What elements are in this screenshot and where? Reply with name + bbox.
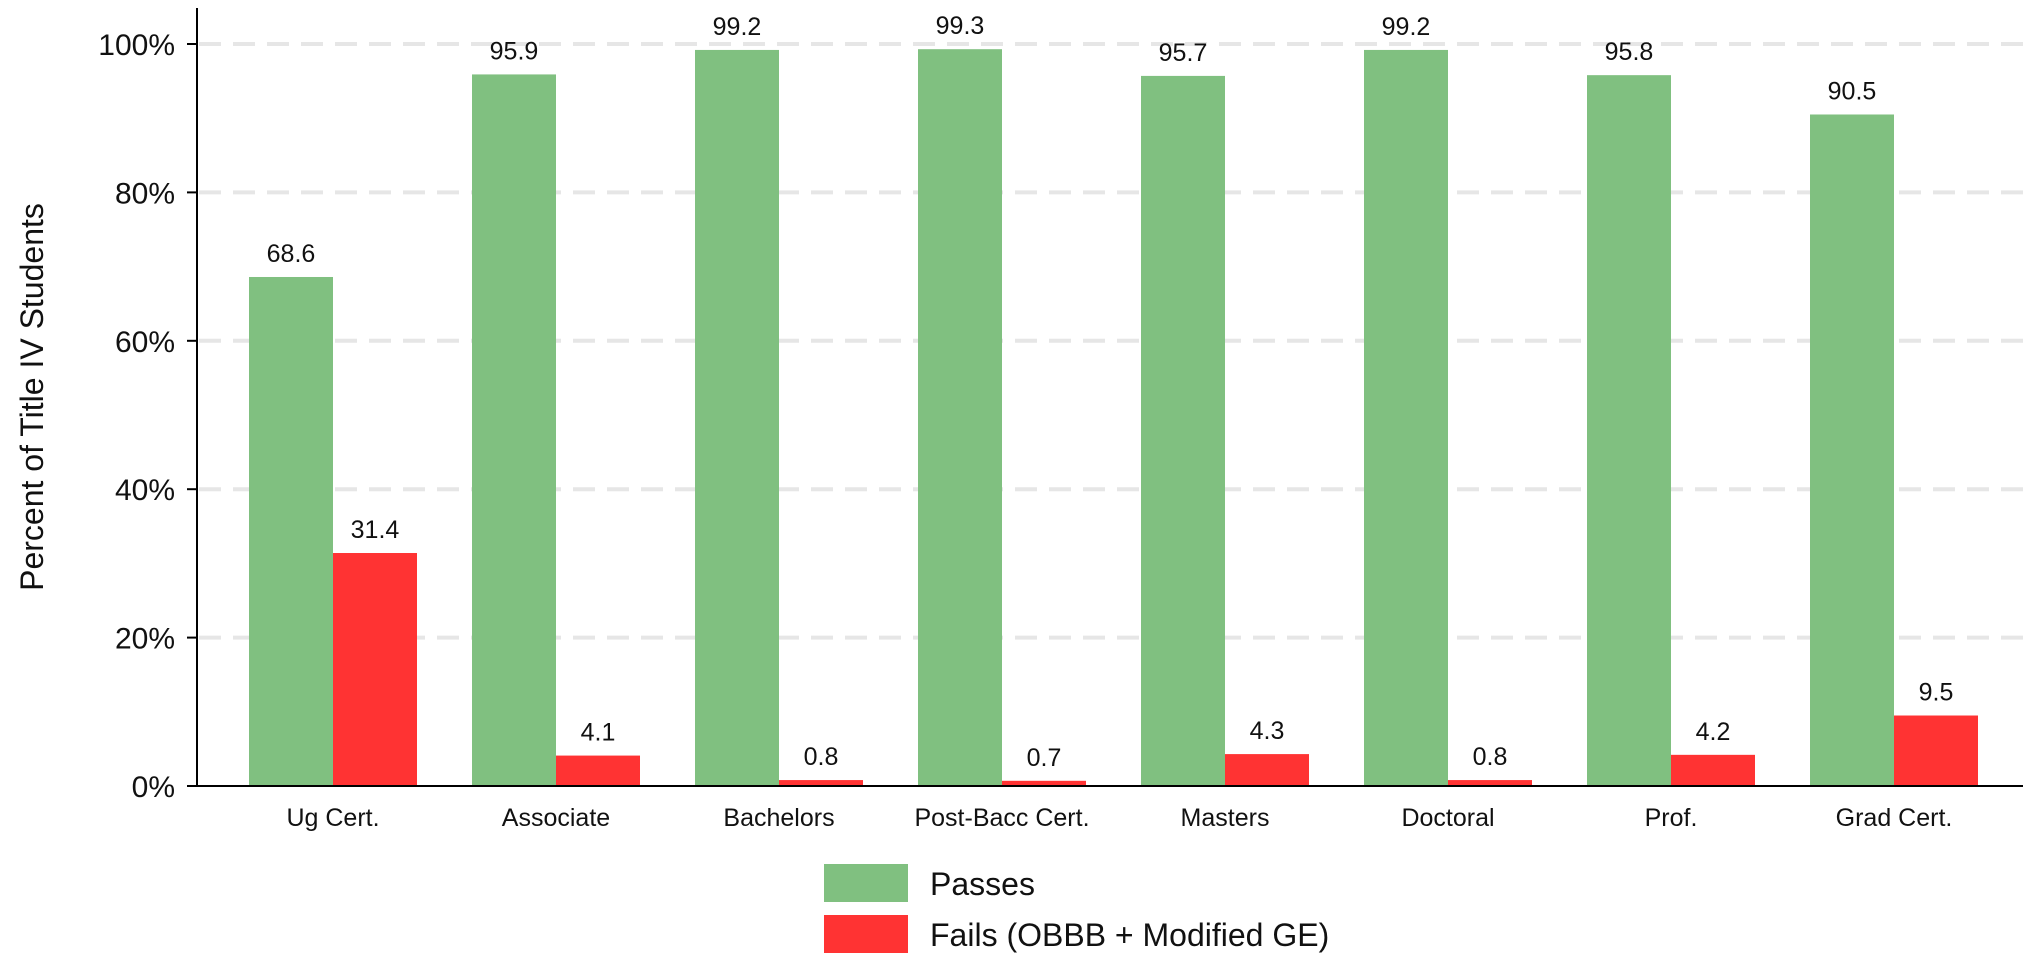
fail-value-label: 0.8	[1473, 743, 1508, 771]
y-axis-title: Percent of Title IV Students	[14, 203, 50, 591]
pass-value-label: 95.9	[490, 37, 539, 65]
y-tick-label: 0%	[132, 771, 175, 804]
pass-bar	[1587, 75, 1671, 786]
fail-value-label: 31.4	[351, 516, 400, 544]
fail-bar	[333, 553, 417, 786]
fail-value-label: 4.1	[581, 719, 616, 747]
bars	[249, 49, 1978, 787]
axes	[196, 8, 2023, 787]
pass-bar	[472, 74, 556, 786]
fail-value-label: 0.7	[1027, 744, 1062, 772]
pass-bar	[1364, 49, 1448, 787]
legend-label-passes: Passes	[930, 866, 1035, 902]
x-tick-label: Ug Cert.	[286, 804, 379, 832]
x-tick-label: Post-Bacc Cert.	[914, 804, 1089, 832]
fail-value-label: 4.2	[1696, 718, 1731, 746]
fail-bar	[1671, 754, 1755, 786]
legend-swatch-passes	[824, 864, 908, 902]
x-tick-label: Grad Cert.	[1836, 804, 1953, 832]
pass-value-label: 99.3	[936, 12, 985, 40]
fail-bar	[1002, 780, 1086, 786]
x-tick-labels: Ug Cert. Associate Bachelors Post-Bacc Cert…	[286, 804, 1952, 832]
legend-label-fails: Fails (OBBB + Modified GE)	[930, 917, 1329, 953]
fail-bar	[556, 755, 640, 786]
data-labels: 68.6 31.4 95.9 4.1 99.2 0.8 99.3 0.7 95.7 4.3 99.2…	[267, 12, 1954, 772]
fail-value-label: 9.5	[1919, 679, 1954, 707]
pass-value-label: 68.6	[267, 240, 316, 268]
y-tick-label: 100%	[98, 29, 175, 62]
legend-swatch-fails	[824, 915, 908, 953]
fail-bar	[1894, 715, 1978, 786]
pass-bar	[1810, 114, 1894, 787]
y-tick-label: 40%	[115, 474, 175, 507]
pass-bar	[918, 49, 1002, 787]
pass-bar	[249, 276, 333, 786]
x-tick-label: Associate	[502, 804, 610, 832]
fail-bar	[1448, 780, 1532, 786]
x-tick-label: Masters	[1181, 804, 1270, 832]
fail-bar	[779, 780, 863, 786]
pass-bar	[1141, 75, 1225, 786]
pass-value-label: 99.2	[1382, 13, 1431, 41]
pass-value-label: 95.7	[1159, 39, 1208, 67]
fail-bar	[1225, 754, 1309, 786]
pass-value-label: 90.5	[1828, 77, 1877, 105]
y-tick-labels: 0% 20% 40% 60% 80% 100%	[98, 29, 197, 804]
pass-value-label: 99.2	[713, 13, 762, 41]
pass-value-label: 95.8	[1605, 38, 1654, 66]
y-tick-label: 80%	[115, 177, 175, 210]
x-tick-label: Prof.	[1645, 804, 1698, 832]
y-tick-label: 20%	[115, 623, 175, 656]
fail-value-label: 0.8	[804, 743, 839, 771]
fail-value-label: 4.3	[1250, 717, 1285, 745]
x-tick-label: Bachelors	[723, 804, 834, 832]
legend: Passes Fails (OBBB + Modified GE)	[824, 864, 1329, 953]
pass-bar	[695, 49, 779, 787]
y-tick-label: 60%	[115, 326, 175, 359]
x-tick-label: Doctoral	[1401, 804, 1494, 832]
